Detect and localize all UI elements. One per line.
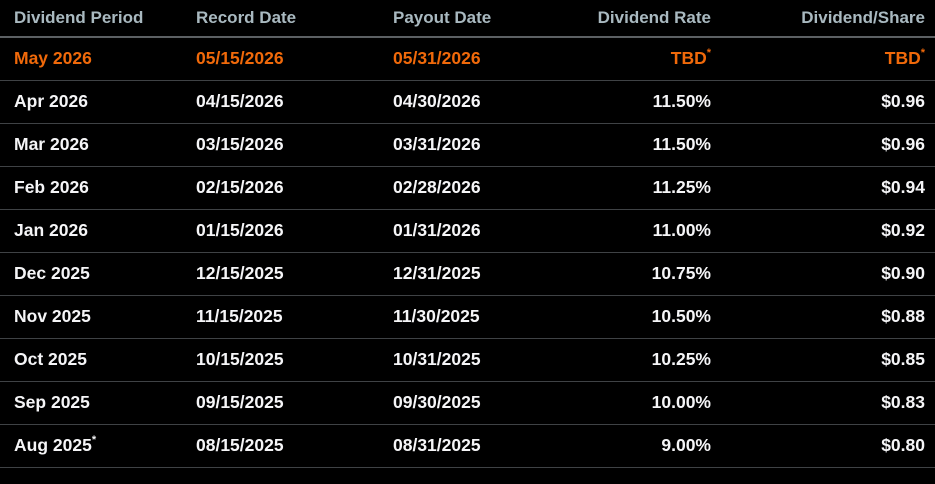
dividend-period-cell: Nov 2025: [14, 306, 91, 326]
payout-date-cell: 01/31/2026: [393, 220, 481, 240]
dividend-share-cell: $0.83: [881, 392, 925, 412]
record-date-cell: 04/15/2026: [196, 91, 284, 111]
dividend-share-cell: $0.80: [881, 435, 925, 455]
payout-date-cell: 03/31/2026: [393, 134, 481, 154]
table-header: Dividend Period Record Date Payout Date …: [0, 0, 935, 37]
dividend-rate-cell: 10.25%: [651, 349, 711, 369]
payout-date-cell: 04/30/2026: [393, 91, 481, 111]
record-date-cell: 01/15/2026: [196, 220, 284, 240]
payout-date-cell: 08/31/2025: [393, 435, 481, 455]
dividend-share-cell: $0.92: [881, 220, 925, 240]
table-row: Feb 2026 02/15/2026 02/28/2026 11.25% $0…: [0, 166, 935, 209]
column-header-record-date: Record Date: [196, 8, 297, 27]
column-header-dividend-share: Dividend/Share: [801, 8, 925, 27]
table-row: Sep 2025 09/15/2025 09/30/2025 10.00% $0…: [0, 381, 935, 424]
payout-date-cell: 05/31/2026: [393, 48, 481, 69]
dividend-period-cell: Jan 2026: [14, 220, 88, 240]
record-date-cell: 02/15/2026: [196, 177, 284, 197]
record-date-cell: 05/15/2026: [196, 48, 284, 69]
dividend-rate-cell: 10.00%: [651, 392, 711, 412]
record-date-cell: 12/15/2025: [196, 263, 284, 283]
payout-date-cell: 12/31/2025: [393, 263, 481, 283]
dividend-share-cell: $0.90: [881, 263, 925, 283]
dividend-rate-cell: 11.25%: [652, 177, 711, 197]
footnote-asterisk: *: [920, 47, 925, 60]
record-date-cell: 10/15/2025: [196, 349, 284, 369]
table-row: Aug 2025* 08/15/2025 08/31/2025 9.00% $0…: [0, 424, 935, 467]
dividend-share-cell: $0.96: [881, 134, 925, 154]
table-row: Nov 2025 11/15/2025 11/30/2025 10.50% $0…: [0, 295, 935, 338]
dividend-rate-cell: 11.50%: [652, 91, 711, 111]
table-body: May 2026 05/15/2026 05/31/2026 TBD* TBD*…: [0, 37, 935, 467]
record-date-cell: 11/15/2025: [196, 306, 283, 326]
table-row: Jan 2026 01/15/2026 01/31/2026 11.00% $0…: [0, 209, 935, 252]
dividend-period-cell: Sep 2025: [14, 392, 90, 412]
dividend-schedule-table: Dividend Period Record Date Payout Date …: [0, 0, 935, 467]
dividend-share-cell: $0.96: [881, 91, 925, 111]
dividend-rate-cell: 11.00%: [652, 220, 711, 240]
header-row: Dividend Period Record Date Payout Date …: [0, 0, 935, 37]
column-header-payout-date: Payout Date: [393, 8, 492, 27]
table-row: Oct 2025 10/15/2025 10/31/2025 10.25% $0…: [0, 338, 935, 381]
dividend-period-cell: Mar 2026: [14, 134, 89, 154]
record-date-cell: 09/15/2025: [196, 392, 284, 412]
dividend-rate-cell: TBD*: [670, 47, 711, 69]
table-row: Mar 2026 03/15/2026 03/31/2026 11.50% $0…: [0, 123, 935, 166]
dividend-rate-cell: 11.50%: [652, 134, 711, 154]
dividend-period-cell: Aug 2025*: [14, 434, 97, 455]
dividend-rate-cell: 10.75%: [651, 263, 711, 283]
payout-date-cell: 02/28/2026: [393, 177, 481, 197]
payout-date-cell: 11/30/2025: [393, 306, 480, 326]
column-header-dividend-period: Dividend Period: [14, 8, 144, 27]
dividend-period-cell: May 2026: [14, 48, 92, 69]
dividend-period-cell: Apr 2026: [14, 91, 88, 111]
dividend-rate-cell: 9.00%: [661, 435, 711, 455]
dividend-share-cell: TBD*: [884, 47, 925, 69]
table-row: Apr 2026 04/15/2026 04/30/2026 11.50% $0…: [0, 80, 935, 123]
dividend-period-cell: Feb 2026: [14, 177, 89, 197]
record-date-cell: 03/15/2026: [196, 134, 284, 154]
dividend-rate-cell: 10.50%: [651, 306, 711, 326]
table-row-upcoming: May 2026 05/15/2026 05/31/2026 TBD* TBD*: [0, 37, 935, 80]
dividend-share-cell: $0.85: [881, 349, 925, 369]
dividend-period-cell: Oct 2025: [14, 349, 87, 369]
payout-date-cell: 10/31/2025: [393, 349, 481, 369]
payout-date-cell: 09/30/2025: [393, 392, 481, 412]
footnote-asterisk: *: [91, 434, 97, 447]
column-header-dividend-rate: Dividend Rate: [597, 8, 711, 27]
table-row: Dec 2025 12/15/2025 12/31/2025 10.75% $0…: [0, 252, 935, 295]
dividend-period-cell: Dec 2025: [14, 263, 90, 283]
dividend-share-cell: $0.88: [881, 306, 925, 326]
record-date-cell: 08/15/2025: [196, 435, 284, 455]
footnote-asterisk: *: [706, 47, 711, 60]
dividend-share-cell: $0.94: [881, 177, 925, 197]
